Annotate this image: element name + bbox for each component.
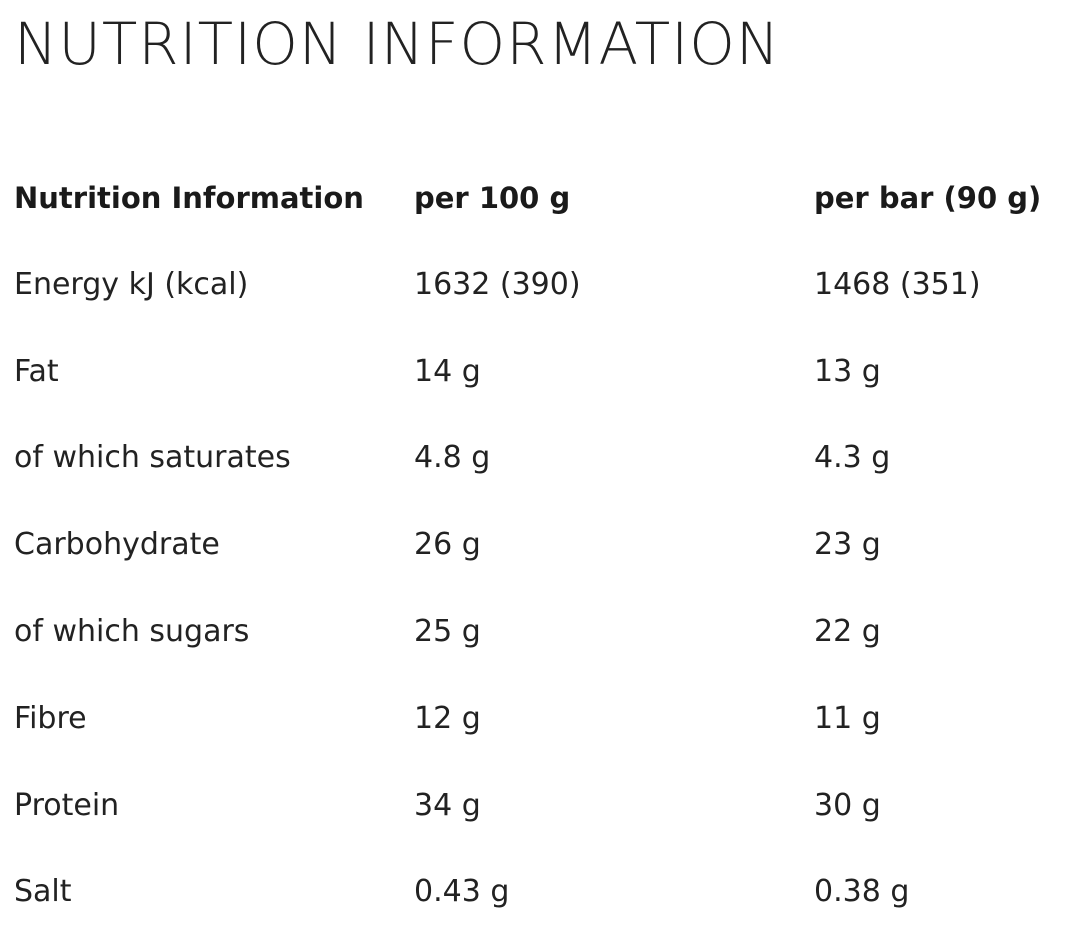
per-bar-value: 4.3 g — [814, 440, 891, 476]
table-row: of which sugars 25 g 22 g — [14, 589, 1074, 676]
table-row: Salt 0.43 g 0.38 g — [14, 849, 1074, 936]
table-row: Fibre 12 g 11 g — [14, 676, 1074, 763]
per-100g-value: 1632 (390) — [414, 266, 581, 302]
nutrition-table: Nutrition Information per 100 g per bar … — [14, 155, 1074, 936]
table-header-row: Nutrition Information per 100 g per bar … — [14, 155, 1074, 242]
nutrient-label: Carbohydrate — [14, 527, 220, 563]
nutrient-label: of which sugars — [14, 613, 250, 649]
per-bar-value: 1468 (351) — [814, 266, 981, 302]
per-bar-value: 23 g — [814, 527, 881, 563]
per-100g-value: 14 g — [414, 353, 481, 389]
nutrient-label: Fat — [14, 353, 59, 389]
nutrient-label: Energy kJ (kcal) — [14, 266, 249, 302]
per-100g-value: 12 g — [414, 700, 481, 736]
column-header-nutrient: Nutrition Information — [14, 181, 364, 215]
per-100g-value: 25 g — [414, 613, 481, 649]
page-title: NUTRITION INFORMATION — [14, 10, 781, 78]
per-bar-value: 11 g — [814, 700, 881, 736]
per-100g-value: 4.8 g — [414, 440, 491, 476]
per-bar-value: 0.38 g — [814, 874, 910, 910]
per-100g-value: 0.43 g — [414, 874, 510, 910]
nutrient-label: Salt — [14, 874, 72, 910]
nutrient-label: of which saturates — [14, 440, 291, 476]
table-row: Carbohydrate 26 g 23 g — [14, 502, 1074, 589]
table-row: Fat 14 g 13 g — [14, 329, 1074, 416]
column-header-per-100g: per 100 g — [414, 181, 571, 215]
nutrient-label: Fibre — [14, 700, 87, 736]
table-row: of which saturates 4.8 g 4.3 g — [14, 415, 1074, 502]
per-bar-value: 30 g — [814, 787, 881, 823]
per-bar-value: 22 g — [814, 613, 881, 649]
table-row: Protein 34 g 30 g — [14, 763, 1074, 850]
per-bar-value: 13 g — [814, 353, 881, 389]
nutrient-label: Protein — [14, 787, 120, 823]
table-row: Energy kJ (kcal) 1632 (390) 1468 (351) — [14, 242, 1074, 329]
per-100g-value: 26 g — [414, 527, 481, 563]
column-header-per-bar: per bar (90 g) — [814, 181, 1042, 215]
per-100g-value: 34 g — [414, 787, 481, 823]
